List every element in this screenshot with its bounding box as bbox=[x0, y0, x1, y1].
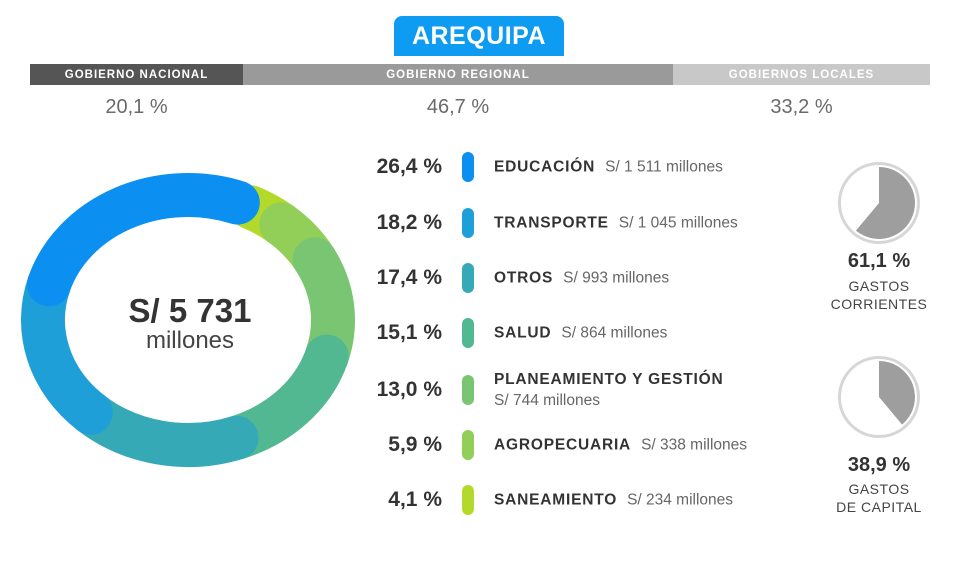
government-levels-bar: GOBIERNO NACIONAL GOBIERNO REGIONAL GOBI… bbox=[30, 64, 930, 85]
donut-total-unit: millones bbox=[145, 327, 235, 354]
level-gobierno-nacional: GOBIERNO NACIONAL bbox=[30, 64, 243, 85]
category-percent: 26,4 % bbox=[376, 155, 442, 178]
budget-donut-chart bbox=[21, 172, 355, 467]
category-amount: S/ 338 millones bbox=[641, 436, 748, 454]
category-color-pill bbox=[462, 208, 474, 238]
pie-wedge bbox=[855, 167, 916, 239]
category-name: AGROPECUARIA bbox=[494, 436, 632, 454]
category-amount: S/ 864 millones bbox=[561, 324, 668, 342]
gastos-corrientes-pie bbox=[838, 162, 920, 244]
category-row: 13,0 % PLANEAMIENTO Y GESTIÓN S/ 744 mill… bbox=[350, 363, 830, 417]
gastos-capital-label: GASTOS DE CAPITAL bbox=[836, 481, 922, 515]
category-list: 26,4 % EDUCACIÓN S/ 1 511 millones 18,2 %… bbox=[350, 140, 830, 530]
category-name: OTROS bbox=[494, 269, 554, 287]
category-amount: S/ 993 millones bbox=[563, 269, 670, 287]
category-row: 15,1 % SALUD S/ 864 millones bbox=[350, 306, 830, 360]
gastos-capital-percent: 38,9 % bbox=[847, 454, 911, 476]
share-gobierno-regional: 46,7 % bbox=[426, 96, 490, 118]
pie-wedge bbox=[879, 361, 915, 425]
donut-total-amount: S/ 5 731 bbox=[128, 292, 252, 329]
gastos-capital-pie bbox=[838, 356, 920, 438]
category-row: 5,9 % AGROPECUARIA S/ 338 millones bbox=[350, 418, 830, 472]
level-gobiernos-locales: GOBIERNOS LOCALES bbox=[673, 64, 930, 85]
category-percent: 17,4 % bbox=[376, 266, 442, 289]
donut-segment bbox=[68, 390, 259, 467]
category-name: TRANSPORTE bbox=[494, 214, 609, 232]
level-gobierno-regional: GOBIERNO REGIONAL bbox=[243, 64, 673, 85]
region-title: AREQUIPA bbox=[394, 16, 564, 56]
category-name: PLANEAMIENTO Y GESTIÓN bbox=[494, 371, 724, 388]
category-row: 17,4 % OTROS S/ 993 millones bbox=[350, 251, 830, 305]
share-gobierno-nacional: 20,1 % bbox=[105, 96, 168, 118]
gastos-corrientes-label: GASTOS CORRIENTES bbox=[830, 278, 928, 312]
category-name: EDUCACIÓN bbox=[494, 158, 596, 176]
category-amount: S/ 1 045 millones bbox=[618, 214, 738, 232]
category-row: 18,2 % TRANSPORTE S/ 1 045 millones bbox=[350, 196, 830, 250]
share-gobiernos-locales: 33,2 % bbox=[770, 96, 833, 118]
category-name: SANEAMIENTO bbox=[494, 491, 618, 509]
category-color-pill bbox=[462, 430, 474, 460]
category-color-pill bbox=[462, 375, 474, 405]
government-level-shares: 20,1 % 46,7 % 33,2 % bbox=[30, 96, 930, 122]
category-color-pill bbox=[462, 485, 474, 515]
category-percent: 5,9 % bbox=[388, 433, 442, 456]
category-amount: S/ 744 millones bbox=[494, 392, 600, 409]
category-color-pill bbox=[462, 152, 474, 182]
category-percent: 18,2 % bbox=[376, 211, 442, 234]
category-percent: 13,0 % bbox=[376, 378, 442, 401]
category-percent: 4,1 % bbox=[388, 488, 442, 511]
category-name: SALUD bbox=[494, 324, 552, 342]
donut-segment bbox=[27, 172, 260, 307]
category-percent: 15,1 % bbox=[376, 321, 442, 344]
category-color-pill bbox=[462, 318, 474, 348]
category-row: 26,4 % EDUCACIÓN S/ 1 511 millones bbox=[350, 140, 830, 194]
category-amount: S/ 1 511 millones bbox=[605, 158, 723, 176]
category-amount: S/ 234 millones bbox=[627, 491, 734, 509]
gastos-corrientes-percent: 61,1 % bbox=[847, 250, 911, 272]
category-color-pill bbox=[462, 263, 474, 293]
category-row: 4,1 % SANEAMIENTO S/ 234 millones bbox=[350, 473, 830, 527]
